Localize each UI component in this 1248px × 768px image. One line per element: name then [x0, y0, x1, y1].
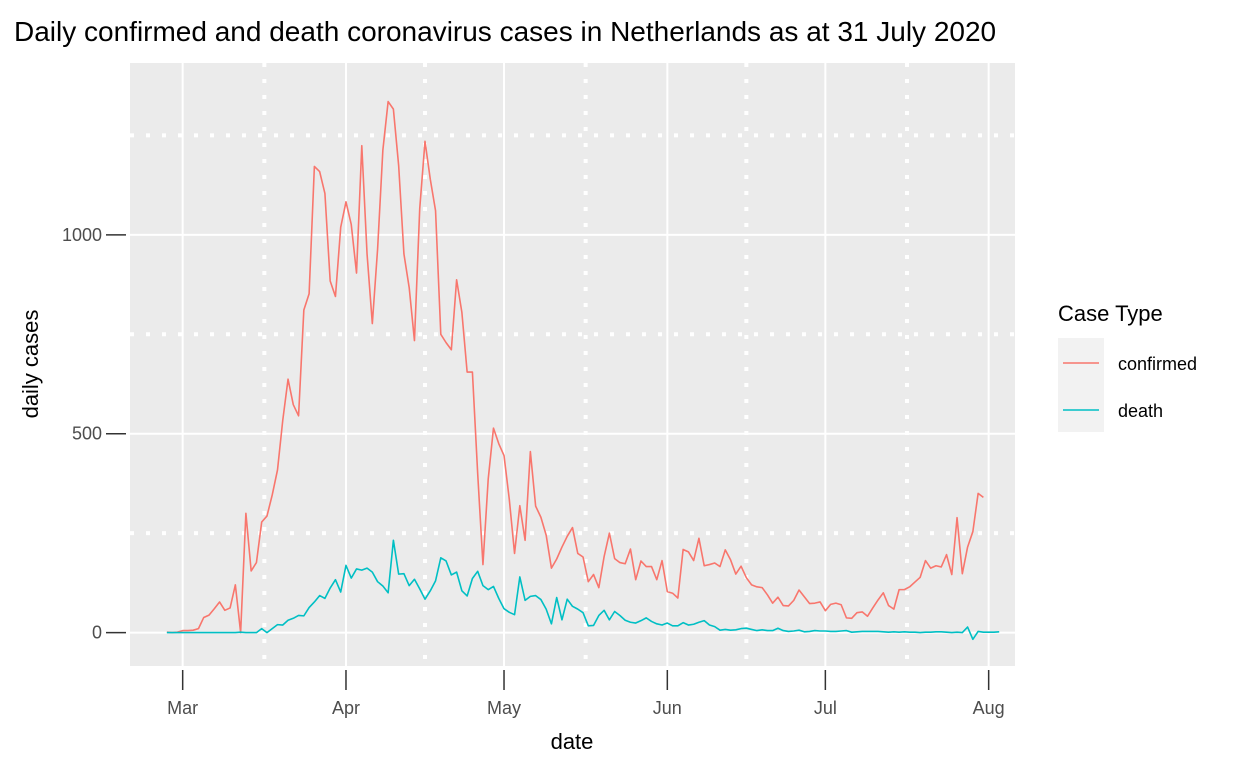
y-tick-label: 0 — [92, 623, 102, 643]
legend-label-death: death — [1118, 401, 1163, 421]
chart-title: Daily confirmed and death coronavirus ca… — [14, 16, 996, 47]
major-gridlines — [130, 63, 1015, 666]
legend: Case Type confirmed death — [1058, 301, 1197, 432]
y-tick-label: 500 — [72, 424, 102, 444]
legend-title: Case Type — [1058, 301, 1163, 326]
minor-gridlines — [130, 63, 1015, 666]
x-tick-label: Jul — [814, 698, 837, 718]
x-axis-title: date — [551, 729, 594, 754]
x-axis: Mar Apr May Jun Jul Aug — [167, 670, 1005, 718]
x-tick-label: Jun — [653, 698, 682, 718]
plot-panel — [130, 63, 1015, 666]
x-tick-label: Apr — [332, 698, 360, 718]
x-tick-label: May — [487, 698, 521, 718]
y-tick-label: 1000 — [62, 225, 102, 245]
x-tick-label: Aug — [973, 698, 1005, 718]
y-axis: 0 500 1000 — [62, 225, 126, 643]
x-tick-label: Mar — [167, 698, 198, 718]
series-line-confirmed — [166, 100, 984, 634]
legend-key-background — [1058, 338, 1104, 432]
legend-label-confirmed: confirmed — [1118, 354, 1197, 374]
series-line-death — [166, 539, 1000, 641]
y-axis-title: daily cases — [18, 310, 43, 419]
series-lines — [166, 100, 1000, 641]
legend-entries: confirmed death — [1058, 338, 1197, 432]
